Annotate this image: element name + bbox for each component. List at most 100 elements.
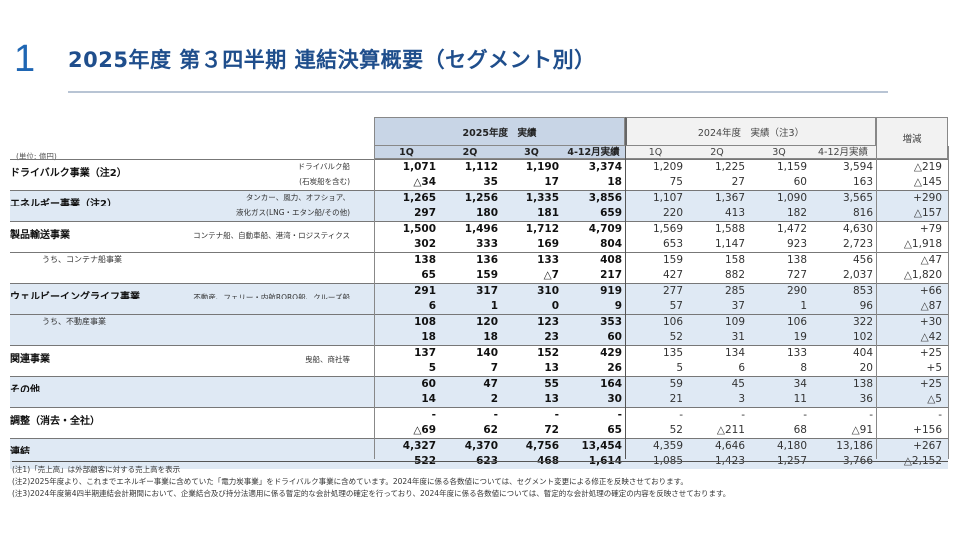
cur-value: 65 — [421, 269, 436, 281]
col-header: 2Q — [439, 146, 501, 159]
note: (注1)「売上高」は外部顧客に対する売上高を表示 — [12, 465, 181, 474]
prev-value: 220 — [662, 207, 683, 219]
prev-value: 923 — [786, 238, 807, 250]
cur-value: 4,756 — [525, 440, 559, 452]
prev-value: △91 — [851, 424, 873, 436]
table-row: 液化ガス(LNG・エタン船/その他) 297 180 181 659 220 413 182 8… — [10, 206, 948, 221]
prev-value: 109 — [724, 316, 745, 328]
diff-value: △87 — [920, 300, 942, 312]
prev-value: 290 — [786, 285, 807, 297]
segment-description: (石炭船を含む) — [299, 177, 350, 186]
prev-value: 1,588 — [714, 223, 745, 235]
cur-value: 159 — [476, 269, 498, 281]
table-row: △69 62 72 65 52 △211 68 △91 +156 — [10, 423, 948, 438]
column-divider — [948, 146, 949, 459]
table-row: その他 60 47 55 164 59 45 34 138 +25 — [10, 376, 948, 396]
cur-value: 1,712 — [525, 223, 559, 235]
cur-value: 35 — [483, 176, 498, 188]
cur-value: 353 — [600, 316, 622, 328]
segment-name: 調整（消去・全社） — [10, 416, 100, 427]
prev-value: 882 — [724, 269, 745, 281]
footnotes: (注1)「売上高」は外部顧客に対する売上高を表示 (注2)2025年度より、これ… — [12, 464, 730, 500]
table-row: 302 333 169 804 653 1,147 923 2,723 △1,918 — [10, 237, 948, 252]
diff-value: +156 — [913, 424, 942, 436]
cur-value: 18 — [483, 331, 498, 343]
header-diff: 増減 — [876, 117, 948, 159]
cur-value: 3,856 — [588, 192, 622, 204]
prev-value: △211 — [716, 424, 745, 436]
note: (注2)2025年度より、これまでエネルギー事業に含めていた「電力炭事業」をドラ… — [12, 477, 688, 486]
segment-description: 曳船、商社等 — [305, 355, 350, 364]
prev-value: - — [869, 409, 873, 421]
prev-value: 727 — [786, 269, 807, 281]
segment-description: ドライバルク船 — [297, 162, 350, 171]
prev-value: 45 — [731, 378, 745, 390]
column-divider — [625, 146, 626, 459]
cur-value: 1,256 — [464, 192, 498, 204]
cur-value: 60 — [421, 378, 436, 390]
prev-value: 138 — [786, 254, 807, 266]
cur-value: 65 — [607, 424, 622, 436]
cur-value: 4,709 — [588, 223, 622, 235]
table-row: 14 2 13 30 21 3 11 36 △5 — [10, 392, 948, 407]
col-header: 4-12月実績 — [562, 146, 625, 159]
cur-value: 302 — [414, 238, 436, 250]
prev-value: 163 — [852, 176, 873, 188]
prev-value: 4,646 — [714, 440, 745, 452]
prev-value: 322 — [852, 316, 873, 328]
segment-name: 連結 — [10, 447, 30, 458]
prev-value: 1,367 — [714, 192, 745, 204]
prev-value: 37 — [731, 300, 745, 312]
segment-name: エネルギー事業（注2） — [10, 199, 117, 210]
cur-value: 804 — [600, 238, 622, 250]
prev-value: 1,472 — [776, 223, 807, 235]
table-row: (石炭船を含む) △34 35 17 18 75 27 60 163 △145 — [10, 175, 948, 190]
prev-value: 456 — [852, 254, 873, 266]
prev-value: 59 — [669, 378, 683, 390]
column-header-row: 1Q 2Q 3Q 4-12月実績 1Q 2Q 3Q 4-12月実績 — [10, 146, 948, 159]
cur-value: 5 — [428, 362, 436, 374]
diff-value: +5 — [926, 362, 942, 374]
prev-value: 2,723 — [842, 238, 873, 250]
prev-value: 277 — [662, 285, 683, 297]
cur-value: 7 — [490, 362, 498, 374]
cur-value: 55 — [544, 378, 559, 390]
slide-number: 1 — [14, 38, 36, 80]
prev-value: 34 — [793, 378, 807, 390]
table-row: ドライバルク事業（注2） ドライバルク船 1,071 1,112 1,190 3,374 1… — [10, 159, 948, 179]
header-current-year: 2025年度 実績 — [374, 117, 625, 146]
prev-value: 182 — [786, 207, 807, 219]
cur-value: 4,327 — [402, 440, 436, 452]
prev-value: 60 — [793, 176, 807, 188]
cur-value: 47 — [483, 378, 498, 390]
diff-value: +79 — [919, 223, 942, 235]
note: (注3)2024年度第4四半期連結会計期間において、企業結合及び持分法適用に係る… — [12, 489, 731, 498]
segment-name: その他 — [10, 385, 40, 396]
cur-value: 4,370 — [464, 440, 498, 452]
cur-value: 17 — [544, 176, 559, 188]
cur-value: 152 — [537, 347, 559, 359]
prev-value: 3,565 — [842, 192, 873, 204]
diff-value: △1,918 — [903, 238, 942, 250]
diff-value: △219 — [913, 161, 942, 173]
col-header: 1Q — [374, 146, 439, 159]
prev-value: 1,225 — [714, 161, 745, 173]
prev-value: 1,569 — [652, 223, 683, 235]
prev-value: 413 — [724, 207, 745, 219]
prev-value: 653 — [662, 238, 683, 250]
table-row: ウェルビーイングライフ事業 不動産、フェリー・内航RORO船、クルーズ船 291 31… — [10, 283, 948, 303]
cur-value: 1,071 — [402, 161, 436, 173]
segment-name: ドライバルク事業（注2） — [10, 168, 127, 179]
prev-value: 2,037 — [842, 269, 873, 281]
table-row: エネルギー事業（注2） タンカー、風力、オフショア、 1,265 1,256 1,335… — [10, 190, 948, 210]
table-row: 5 7 13 26 5 6 8 20 +5 — [10, 361, 948, 376]
cur-value: 30 — [607, 393, 622, 405]
cur-value: 108 — [414, 316, 436, 328]
cur-value: △69 — [413, 424, 436, 436]
prev-value: 13,186 — [836, 440, 873, 452]
cur-value: 180 — [476, 207, 498, 219]
diff-value: △1,820 — [903, 269, 942, 281]
col-header: 2Q — [686, 146, 748, 159]
cur-value: 169 — [537, 238, 559, 250]
cur-value: 1,496 — [464, 223, 498, 235]
